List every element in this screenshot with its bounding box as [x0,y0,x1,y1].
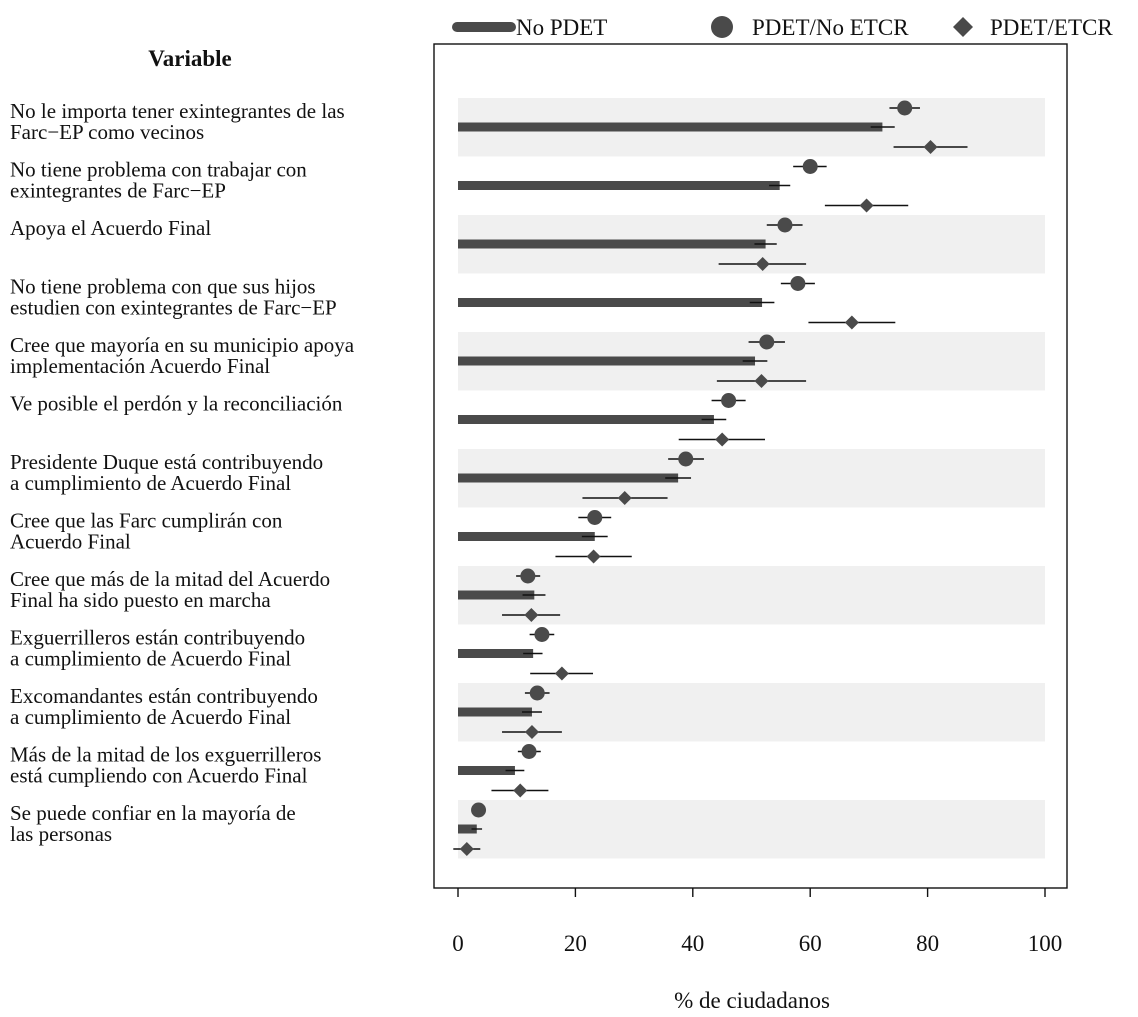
bar-no-pdet [458,298,763,307]
category-label: Presidente Duque está contribuyendo [10,450,323,474]
category-label: Farc−EP como vecinos [10,120,204,144]
category-label: Más de la mitad de los exguerrilleros [10,743,321,767]
point-pdet-etcr [524,725,539,739]
row-band [458,683,1045,742]
category-label: Final ha sido puesto en marcha [10,588,271,612]
point-pdet-no-etcr [897,100,913,116]
point-pdet-etcr [859,198,874,213]
bar-no-pdet [458,824,477,834]
category-label: No tiene problema con que sus hijos [10,275,316,299]
point-pdet-no-etcr [521,744,537,759]
legend-diamond-swatch [953,17,973,37]
category-label: implementación Acuerdo Final [10,354,270,378]
x-tick-label: 60 [799,931,822,956]
bar-no-pdet [458,473,679,483]
legend-label-no-pdet: No PDET [516,15,607,40]
point-pdet-etcr [715,432,730,447]
point-pdet-etcr [923,140,938,154]
x-tick-label: 20 [564,931,587,956]
x-tick-label: 100 [1028,931,1063,956]
category-label: está cumpliendo con Acuerdo Final [10,764,308,788]
point-pdet-etcr [524,608,539,622]
x-axis-title: % de ciudadanos [674,988,830,1013]
y-axis-title: Variable [148,46,232,71]
point-pdet-no-etcr [759,334,775,350]
bar-no-pdet [458,766,515,775]
point-pdet-etcr [755,257,770,271]
category-label: exintegrantes de Farc−EP [10,179,226,203]
point-pdet-no-etcr [802,159,818,174]
point-pdet-no-etcr [721,393,737,408]
row-band [458,800,1045,859]
category-label: Cree que las Farc cumplirán con [10,509,283,533]
category-label: a cumplimiento de Acuerdo Final [10,705,291,729]
category-label: No tiene problema con trabajar con [10,158,307,182]
point-pdet-etcr [617,491,632,505]
category-label: Cree que más de la mitad del Acuerdo [10,567,330,591]
category-label: Cree que mayoría en su municipio apoya [10,333,355,357]
point-pdet-no-etcr [587,510,603,525]
x-axis: 0 20 40 60 80 100 [452,888,1062,956]
plot-frame [433,43,1068,889]
x-tick-label: 0 [452,931,464,956]
legend-label-pdet-etcr: PDET/ETCR [990,15,1113,40]
point-pdet-etcr [459,842,474,856]
legend-label-pdet-no-etcr: PDET/No ETCR [752,15,909,40]
category-label: Apoya el Acuerdo Final [10,216,211,240]
point-pdet-no-etcr [678,451,694,467]
legend-bar-swatch [452,22,516,32]
bar-no-pdet [458,532,595,541]
category-labels: No le importa tener exintegrantes de las… [10,99,355,846]
point-pdet-no-etcr [471,802,487,818]
bar-no-pdet [458,415,714,424]
bar-no-pdet [458,707,532,717]
bar-no-pdet [458,590,535,600]
x-tick-label: 40 [681,931,704,956]
point-pdet-etcr [513,783,528,798]
point-pdet-no-etcr [529,685,545,701]
point-pdet-no-etcr [520,568,536,584]
point-pdet-etcr [554,666,569,681]
legend-circle-swatch [711,16,733,38]
row-band [458,566,1045,625]
category-label: Exguerrilleros están contribuyendo [10,626,305,650]
category-label: estudien con exintegrantes de Farc−EP [10,296,337,320]
category-label: Ve posible el perdón y la reconciliación [10,392,343,416]
data-marks [453,100,968,856]
point-pdet-no-etcr [790,276,806,291]
category-label: No le importa tener exintegrantes de las [10,99,345,123]
point-pdet-etcr [754,374,769,388]
category-label: a cumplimiento de Acuerdo Final [10,647,291,671]
category-label: Acuerdo Final [10,530,131,554]
category-label: a cumplimiento de Acuerdo Final [10,471,291,495]
point-pdet-no-etcr [777,217,793,233]
category-label: las personas [10,822,112,846]
point-pdet-etcr [844,315,859,330]
category-label: Se puede confiar en la mayoría de [10,801,296,825]
bar-no-pdet [458,122,883,132]
bar-no-pdet [458,239,766,249]
bar-no-pdet [458,181,780,190]
category-label: Excomandantes están contribuyendo [10,684,318,708]
point-pdet-etcr [586,549,601,564]
bar-no-pdet [458,356,756,366]
legend: No PDET PDET/No ETCR PDET/ETCR [452,15,1113,40]
x-tick-label: 80 [916,931,939,956]
bar-no-pdet [458,649,534,658]
point-pdet-no-etcr [534,627,550,642]
